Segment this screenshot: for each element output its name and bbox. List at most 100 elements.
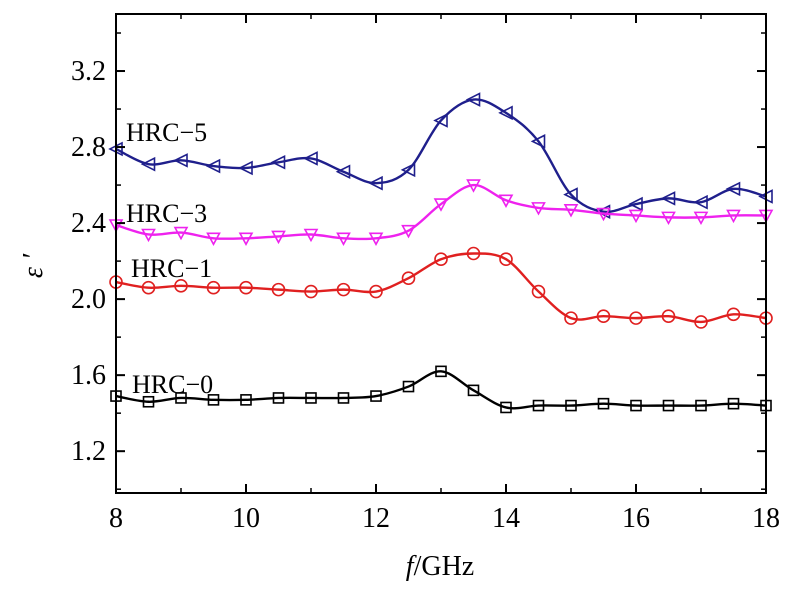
- data-point: [270, 154, 286, 170]
- data-point: [661, 211, 676, 226]
- data-point: [499, 252, 513, 267]
- data-point: [142, 395, 155, 408]
- data-point: [140, 156, 156, 172]
- data-point: [565, 399, 577, 412]
- data-point: [400, 162, 416, 178]
- data-point: [335, 164, 351, 180]
- data-point: [466, 246, 481, 261]
- data-point: [498, 194, 514, 208]
- data-point: [433, 198, 449, 212]
- data-point: [563, 203, 579, 218]
- data-point: [239, 280, 253, 295]
- data-point: [141, 228, 156, 243]
- data-point: [401, 224, 416, 239]
- data-point: [628, 196, 643, 212]
- data-point: [564, 311, 578, 325]
- series-hrc-3: [108, 179, 774, 246]
- data-point: [693, 194, 708, 210]
- data-point: [369, 284, 383, 299]
- data-point: [207, 394, 220, 406]
- data-point: [662, 399, 675, 412]
- data-point: [368, 175, 383, 191]
- data-point: [630, 399, 642, 412]
- data-point: [498, 105, 513, 121]
- x-tick-label: 10: [232, 503, 260, 534]
- data-point: [175, 392, 187, 404]
- data-point: [141, 280, 156, 295]
- data-point: [693, 211, 709, 226]
- series-line: [115, 183, 767, 241]
- svg-text:f/GHz: f/GHz: [406, 551, 474, 582]
- data-point: [465, 92, 481, 107]
- data-point: [401, 271, 416, 286]
- data-point: [726, 209, 741, 224]
- data-point: [726, 307, 741, 322]
- y-axis-label: ε ′: [18, 253, 49, 278]
- x-tick-label: 16: [622, 503, 650, 534]
- data-point: [694, 315, 708, 329]
- data-point: [271, 230, 286, 245]
- data-point: [435, 365, 447, 378]
- data-point: [532, 399, 545, 412]
- data-point: [596, 207, 611, 222]
- series-label-hrc-3: HRC−3: [126, 199, 207, 228]
- data-point: [173, 226, 189, 241]
- data-point: [368, 232, 384, 246]
- data-point: [727, 397, 740, 410]
- data-point: [563, 187, 578, 202]
- y-tick-label: 2.8: [71, 132, 106, 163]
- data-point: [596, 309, 611, 324]
- x-axis-label-unit: /GHz: [414, 551, 475, 582]
- data-point: [467, 384, 480, 397]
- data-point: [466, 179, 481, 193]
- data-point: [238, 160, 253, 176]
- y-tick-label: 3.2: [71, 56, 106, 87]
- data-point: [597, 397, 610, 410]
- series-label-hrc-5: HRC−5: [126, 118, 207, 147]
- data-point: [629, 311, 643, 325]
- series-label-hrc-1: HRC−1: [131, 254, 212, 283]
- data-point: [336, 232, 351, 246]
- data-point: [272, 392, 285, 404]
- series-line: [115, 98, 767, 214]
- ticks-layer: 8 10 12 14 16 18 1.2 1.6 2.0 2.4 2.8 3.2: [71, 14, 780, 534]
- data-point: [530, 134, 546, 149]
- x-tick-label: 12: [362, 503, 390, 534]
- x-axis-label-variable: f: [406, 551, 417, 582]
- series-layer: [108, 92, 774, 414]
- data-point: [205, 158, 221, 174]
- x-tick-label: 18: [752, 503, 780, 534]
- data-point: [661, 309, 676, 324]
- data-point: [434, 252, 448, 267]
- y-tick-label: 1.2: [71, 436, 106, 467]
- series-labels: HRC−5 HRC−3 HRC−1 HRC−0: [126, 118, 213, 399]
- data-point: [337, 392, 350, 404]
- x-axis-label: f/GHz: [406, 551, 474, 582]
- data-point: [303, 151, 318, 166]
- x-tick-label: 14: [492, 503, 520, 534]
- data-point: [303, 228, 319, 243]
- data-point: [531, 284, 546, 299]
- data-point: [725, 181, 741, 197]
- series-hrc-0: [110, 365, 772, 414]
- y-tick-label: 2.0: [71, 284, 106, 315]
- data-point: [660, 191, 676, 206]
- data-point: [370, 390, 382, 402]
- data-point: [240, 394, 252, 406]
- y-axis-label-text: ε ′: [18, 253, 49, 278]
- data-point: [433, 113, 448, 128]
- data-point: [206, 232, 221, 246]
- data-point: [305, 392, 317, 404]
- data-point: [174, 279, 188, 293]
- data-point: [271, 282, 286, 297]
- series-label-hrc-0: HRC−0: [132, 370, 213, 399]
- series-line: [115, 370, 767, 410]
- data-point: [531, 202, 546, 216]
- series-line: [115, 252, 767, 324]
- y-tick-label: 2.4: [71, 208, 106, 239]
- data-point: [336, 282, 351, 297]
- series-hrc-1: [109, 246, 773, 329]
- data-point: [500, 401, 512, 414]
- data-point: [402, 380, 415, 393]
- data-point: [173, 153, 188, 168]
